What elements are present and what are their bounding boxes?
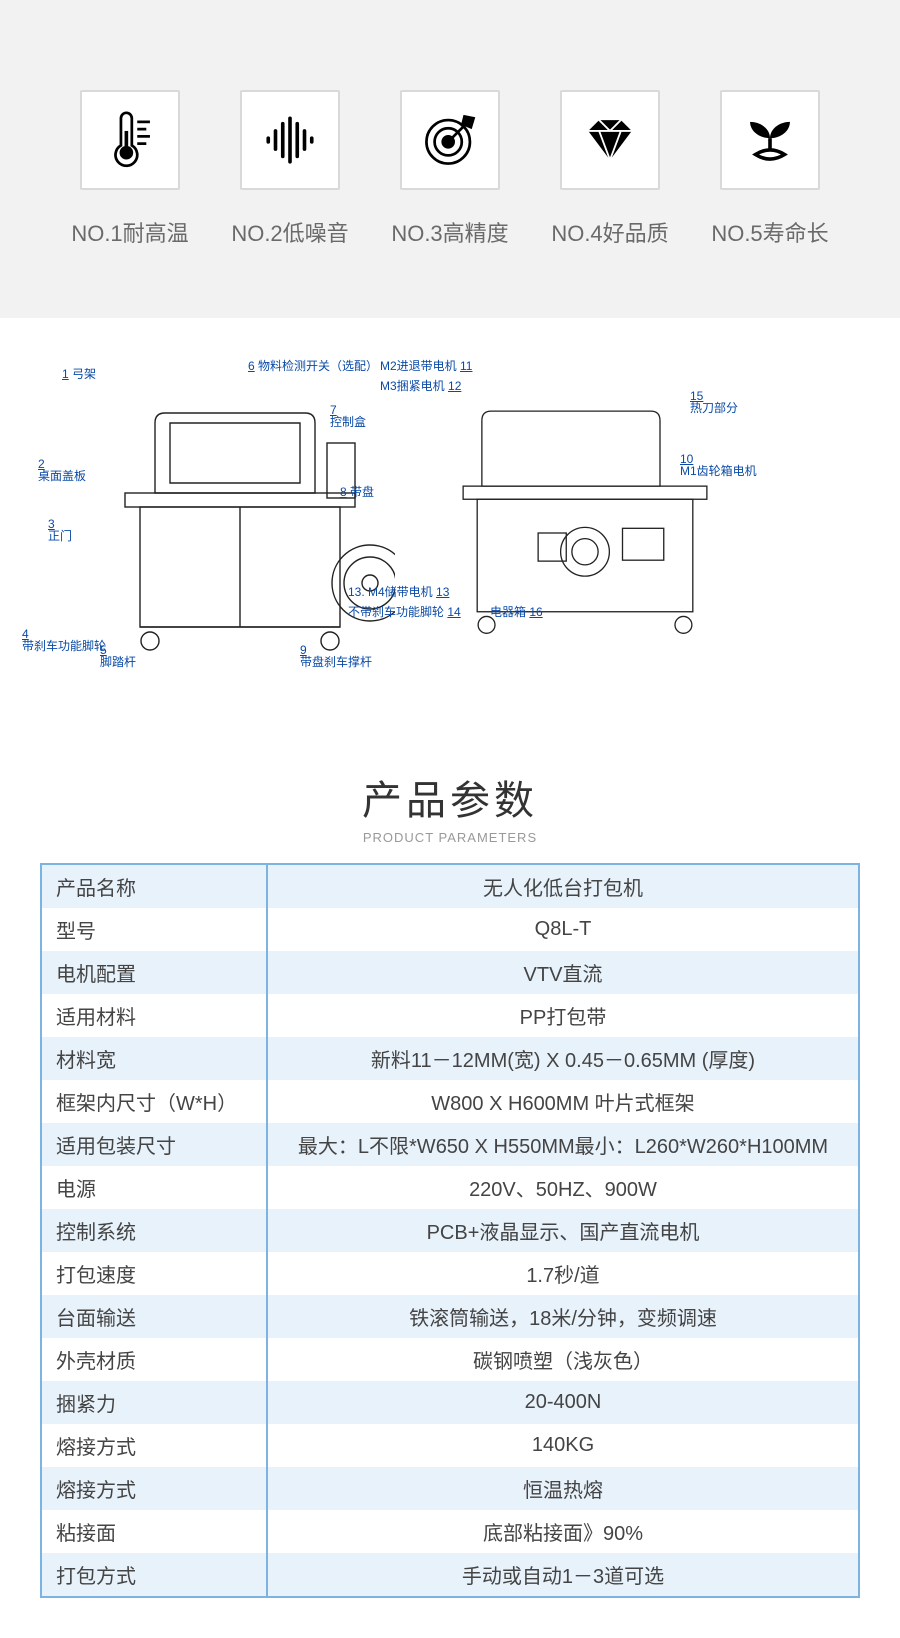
param-value: 新料11－12MM(宽) X 0.45－0.65MM (厚度) (267, 1037, 859, 1080)
callout-4: 4带刹车功能脚轮 (22, 628, 106, 652)
callout-16: 电器箱 16 (490, 606, 543, 618)
param-value: 手动或自动1－3道可选 (267, 1553, 859, 1597)
diagram-area: 1 弓架 2桌面盖板 3正门 4带刹车功能脚轮 5脚踏杆 6 物料检测开关（选配… (0, 318, 900, 738)
param-label: 框架内尺寸（W*H） (41, 1080, 267, 1123)
param-value: Q8L-T (267, 908, 859, 951)
feature-label: NO.3高精度 (391, 216, 508, 248)
param-value: 20-400N (267, 1381, 859, 1424)
callout-7: 7控制盒 (330, 404, 366, 428)
param-value: 140KG (267, 1424, 859, 1467)
feature-label: NO.5寿命长 (711, 216, 828, 248)
param-label: 电源 (41, 1166, 267, 1209)
param-label: 熔接方式 (41, 1467, 267, 1510)
callout-13: 13. M4储带电机 13 (348, 586, 449, 598)
param-label: 捆紧力 (41, 1381, 267, 1424)
feature-noise: NO.2低噪音 (220, 90, 360, 248)
table-row: 外壳材质碳钢喷塑（浅灰色） (41, 1338, 859, 1381)
thermometer-icon (80, 90, 180, 190)
param-label: 适用材料 (41, 994, 267, 1037)
param-label: 产品名称 (41, 864, 267, 908)
param-value: 1.7秒/道 (267, 1252, 859, 1295)
table-row: 产品名称无人化低台打包机 (41, 864, 859, 908)
param-label: 粘接面 (41, 1510, 267, 1553)
params-section: 产品参数 PRODUCT PARAMETERS 产品名称无人化低台打包机型号Q8… (0, 738, 900, 1638)
callout-1: 1 弓架 (62, 368, 96, 380)
table-row: 材料宽新料11－12MM(宽) X 0.45－0.65MM (厚度) (41, 1037, 859, 1080)
param-value: 铁滚筒输送，18米/分钟，变频调速 (267, 1295, 859, 1338)
param-label: 材料宽 (41, 1037, 267, 1080)
params-title: 产品参数 (40, 768, 860, 826)
param-label: 外壳材质 (41, 1338, 267, 1381)
param-value: 无人化低台打包机 (267, 864, 859, 908)
callout-8: 8 带盘 (340, 486, 374, 498)
table-row: 适用材料PP打包带 (41, 994, 859, 1037)
feature-band: NO.1耐高温 NO.2低噪音 (0, 0, 900, 318)
param-label: 电机配置 (41, 951, 267, 994)
feature-label: NO.2低噪音 (231, 216, 348, 248)
param-value: 底部粘接面》90% (267, 1510, 859, 1553)
params-table: 产品名称无人化低台打包机型号Q8L-T电机配置VTV直流适用材料PP打包带材料宽… (40, 863, 860, 1598)
soundwave-icon (240, 90, 340, 190)
callout-2: 2桌面盖板 (38, 458, 86, 482)
target-icon (400, 90, 500, 190)
param-value: 220V、50HZ、900W (267, 1166, 859, 1209)
callout-3: 3正门 (48, 518, 72, 542)
param-label: 型号 (41, 908, 267, 951)
param-value: 最大：L不限*W650 X H550MM最小：L260*W260*H100MM (267, 1123, 859, 1166)
table-row: 捆紧力20-400N (41, 1381, 859, 1424)
table-row: 粘接面底部粘接面》90% (41, 1510, 859, 1553)
param-value: 恒温热熔 (267, 1467, 859, 1510)
param-label: 控制系统 (41, 1209, 267, 1252)
callout-12: M3捆紧电机 12 (380, 380, 461, 392)
callout-10: 10M1齿轮箱电机 (680, 453, 757, 477)
table-row: 打包速度1.7秒/道 (41, 1252, 859, 1295)
param-value: PP打包带 (267, 994, 859, 1037)
table-row: 打包方式手动或自动1－3道可选 (41, 1553, 859, 1597)
callout-9: 9带盘刹车撑杆 (300, 644, 372, 668)
param-label: 适用包装尺寸 (41, 1123, 267, 1166)
table-row: 控制系统PCB+液晶显示、国产直流电机 (41, 1209, 859, 1252)
param-label: 打包方式 (41, 1553, 267, 1597)
feature-precision: NO.3高精度 (380, 90, 520, 248)
sprout-icon (720, 90, 820, 190)
feature-heat: NO.1耐高温 (60, 90, 200, 248)
machine-sketch-right (435, 383, 735, 669)
table-row: 框架内尺寸（W*H）W800 X H600MM 叶片式框架 (41, 1080, 859, 1123)
feature-quality: NO.4好品质 (540, 90, 680, 248)
table-row: 熔接方式140KG (41, 1424, 859, 1467)
param-label: 熔接方式 (41, 1424, 267, 1467)
diamond-icon (560, 90, 660, 190)
feature-label: NO.4好品质 (551, 216, 668, 248)
table-row: 电机配置VTV直流 (41, 951, 859, 994)
params-subtitle: PRODUCT PARAMETERS (40, 830, 860, 845)
callout-14: 不带刹车功能脚轮 14 (348, 606, 461, 618)
table-row: 台面输送铁滚筒输送，18米/分钟，变频调速 (41, 1295, 859, 1338)
feature-label: NO.1耐高温 (71, 216, 188, 248)
table-row: 适用包装尺寸最大：L不限*W650 X H550MM最小：L260*W260*H… (41, 1123, 859, 1166)
callout-11: M2进退带电机 11 (380, 360, 472, 372)
param-label: 台面输送 (41, 1295, 267, 1338)
param-value: 碳钢喷塑（浅灰色） (267, 1338, 859, 1381)
param-value: VTV直流 (267, 951, 859, 994)
callout-6: 6 物料检测开关（选配） (248, 360, 378, 372)
callout-5: 5脚踏杆 (100, 644, 136, 668)
table-row: 电源220V、50HZ、900W (41, 1166, 859, 1209)
callout-15: 15热刀部分 (690, 390, 738, 414)
param-label: 打包速度 (41, 1252, 267, 1295)
table-row: 熔接方式恒温热熔 (41, 1467, 859, 1510)
table-row: 型号Q8L-T (41, 908, 859, 951)
param-value: PCB+液晶显示、国产直流电机 (267, 1209, 859, 1252)
feature-life: NO.5寿命长 (700, 90, 840, 248)
param-value: W800 X H600MM 叶片式框架 (267, 1080, 859, 1123)
